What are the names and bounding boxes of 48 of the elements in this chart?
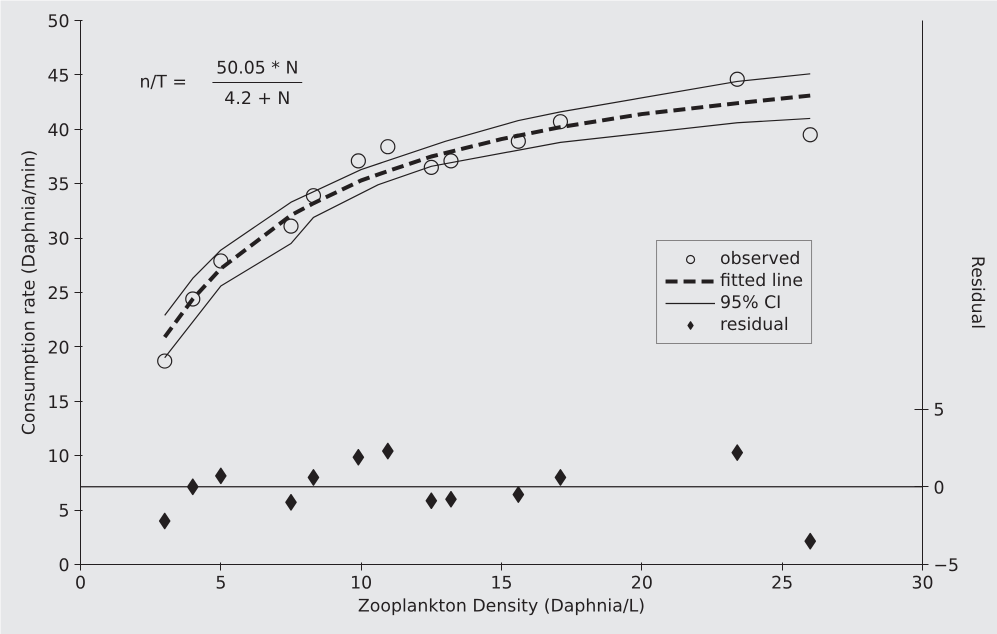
y-tick-label: 20 xyxy=(47,338,70,358)
annotation: 4.2 + N xyxy=(224,88,290,109)
y-tick-label: 0 xyxy=(58,556,70,576)
legend-label: residual xyxy=(720,315,789,335)
legend-label: observed xyxy=(720,249,800,269)
y-tick-label: 30 xyxy=(47,230,70,250)
y-tick-label: 45 xyxy=(47,66,70,86)
point xyxy=(382,442,394,460)
y2-tick-label: 5 xyxy=(934,400,945,421)
legend-label: fitted line xyxy=(720,271,803,291)
point xyxy=(510,134,526,149)
x-tick-label: 30 xyxy=(911,574,934,594)
y-tick-label: 50 xyxy=(47,12,70,32)
y2-tick-label: 0 xyxy=(934,478,945,498)
point xyxy=(552,114,568,130)
point xyxy=(306,188,322,204)
y-tick-label: 15 xyxy=(47,392,70,413)
point xyxy=(443,153,459,168)
point xyxy=(424,160,439,175)
y2-axis-title: Residual xyxy=(967,256,988,330)
x-axis-title: Zooplankton Density (Daphnia/L) xyxy=(358,596,646,616)
x-tick-label: 0 xyxy=(74,574,86,594)
point xyxy=(731,444,744,462)
y-tick-label: 35 xyxy=(47,175,70,196)
y-tick-label: 40 xyxy=(47,120,70,141)
point xyxy=(350,153,366,168)
point xyxy=(802,127,818,142)
annotation: n/T = xyxy=(139,72,187,93)
point xyxy=(213,253,228,269)
y-tick-label: 25 xyxy=(47,284,70,304)
x-tick-label: 25 xyxy=(771,574,794,594)
y-tick-label: 10 xyxy=(47,447,70,468)
x-tick-label: 10 xyxy=(350,574,372,594)
point xyxy=(804,532,816,550)
point xyxy=(380,139,396,154)
legend-label: 95% CI xyxy=(720,293,782,313)
point xyxy=(158,512,171,530)
y-tick-label: 5 xyxy=(58,502,70,522)
x-tick-label: 5 xyxy=(215,574,226,594)
y-axis-title: Consumption rate (Daphnia/min) xyxy=(19,150,40,436)
annotation: 50.05 * N xyxy=(216,58,298,78)
x-tick-label: 20 xyxy=(630,574,653,594)
point xyxy=(730,72,745,87)
point xyxy=(157,353,172,369)
x-tick-label: 15 xyxy=(490,574,513,594)
y2-tick-label: −5 xyxy=(934,556,960,576)
point xyxy=(185,291,200,307)
point xyxy=(283,218,299,234)
